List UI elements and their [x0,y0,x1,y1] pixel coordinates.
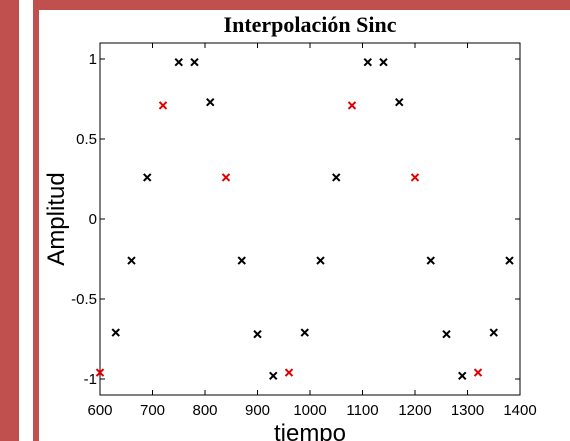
data-point [253,329,262,339]
data-point [363,57,372,67]
data-point [158,101,168,110]
x-tick-label: 700 [140,402,165,419]
data-point [206,97,215,107]
data-point [426,256,435,265]
data-point [395,97,404,107]
data-point [143,173,152,182]
data-point [410,173,420,182]
x-tick-label: 1000 [293,402,326,419]
data-point [316,256,325,265]
data-point [284,368,294,377]
data-point [269,371,278,381]
plot-area [99,42,521,396]
data-point [95,368,105,377]
x-tick-label: 1100 [346,402,378,419]
data-point [190,57,199,67]
x-tick-label: 800 [192,402,217,419]
y-axis-label: Amplitud [43,172,70,265]
data-point [127,256,136,265]
x-tick-label: 900 [245,402,270,419]
data-point [300,328,309,337]
x-tick-label: 1400 [503,402,536,419]
tick-group: 600 700 800 900 1000 1100 1200 1300 1400 1 0.5 0 -0.… [71,43,537,419]
frame-inner-border [33,0,39,441]
x-tick-label: 1200 [398,402,431,419]
x-tick-label: 600 [87,402,112,419]
data-point [174,57,183,67]
x-axis-label: tiempo [274,420,346,441]
data-point [489,328,498,337]
data-point [111,328,120,337]
frame-left-border [0,0,19,441]
y-tick-label: -0.5 [71,291,97,308]
y-tick-label: 0 [89,211,97,228]
data-point [458,371,467,381]
data-point [505,256,514,265]
data-point [221,173,231,182]
y-tick-label: 0.5 [76,131,97,148]
y-tick-label: 1 [89,51,97,68]
data-point [332,173,341,182]
frame-top-border [33,0,570,10]
data-point [347,101,357,110]
marker-group [95,57,514,381]
y-tick-label: -1 [84,371,97,388]
data-point [237,256,246,265]
data-point [442,329,451,339]
data-point [379,57,388,67]
data-point [473,368,483,377]
x-tick-label: 1300 [451,402,484,419]
chart-title: Interpolación Sinc [224,12,397,37]
